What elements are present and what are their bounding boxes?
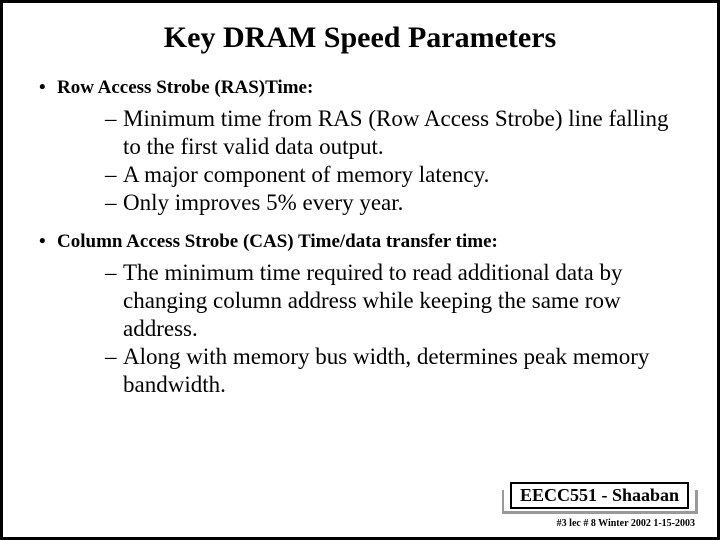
footer-box: EECC551 - Shaaban (504, 480, 695, 511)
cas-item-2: Along with memory bus width, determines … (105, 343, 687, 399)
slide-container: Key DRAM Speed Parameters Row Access Str… (3, 3, 717, 537)
slide-title: Key DRAM Speed Parameters (33, 21, 687, 55)
footer-main-text: EECC551 - Shaaban (510, 482, 689, 509)
cas-item-1: The minimum time required to read additi… (105, 259, 687, 343)
footer-sub-text: #3 lec # 8 Winter 2002 1-15-2003 (557, 518, 695, 529)
ras-item-2: A major component of memory latency. (105, 161, 687, 189)
ras-item-3: Only improves 5% every year. (105, 189, 687, 217)
cas-subitems: The minimum time required to read additi… (33, 259, 687, 399)
section-header-ras: Row Access Strobe (RAS)Time: (33, 77, 687, 99)
ras-subitems: Minimum time from RAS (Row Access Strobe… (33, 105, 687, 217)
section-header-cas: Column Access Strobe (CAS) Time/data tra… (33, 231, 687, 253)
ras-item-1: Minimum time from RAS (Row Access Strobe… (105, 105, 687, 161)
